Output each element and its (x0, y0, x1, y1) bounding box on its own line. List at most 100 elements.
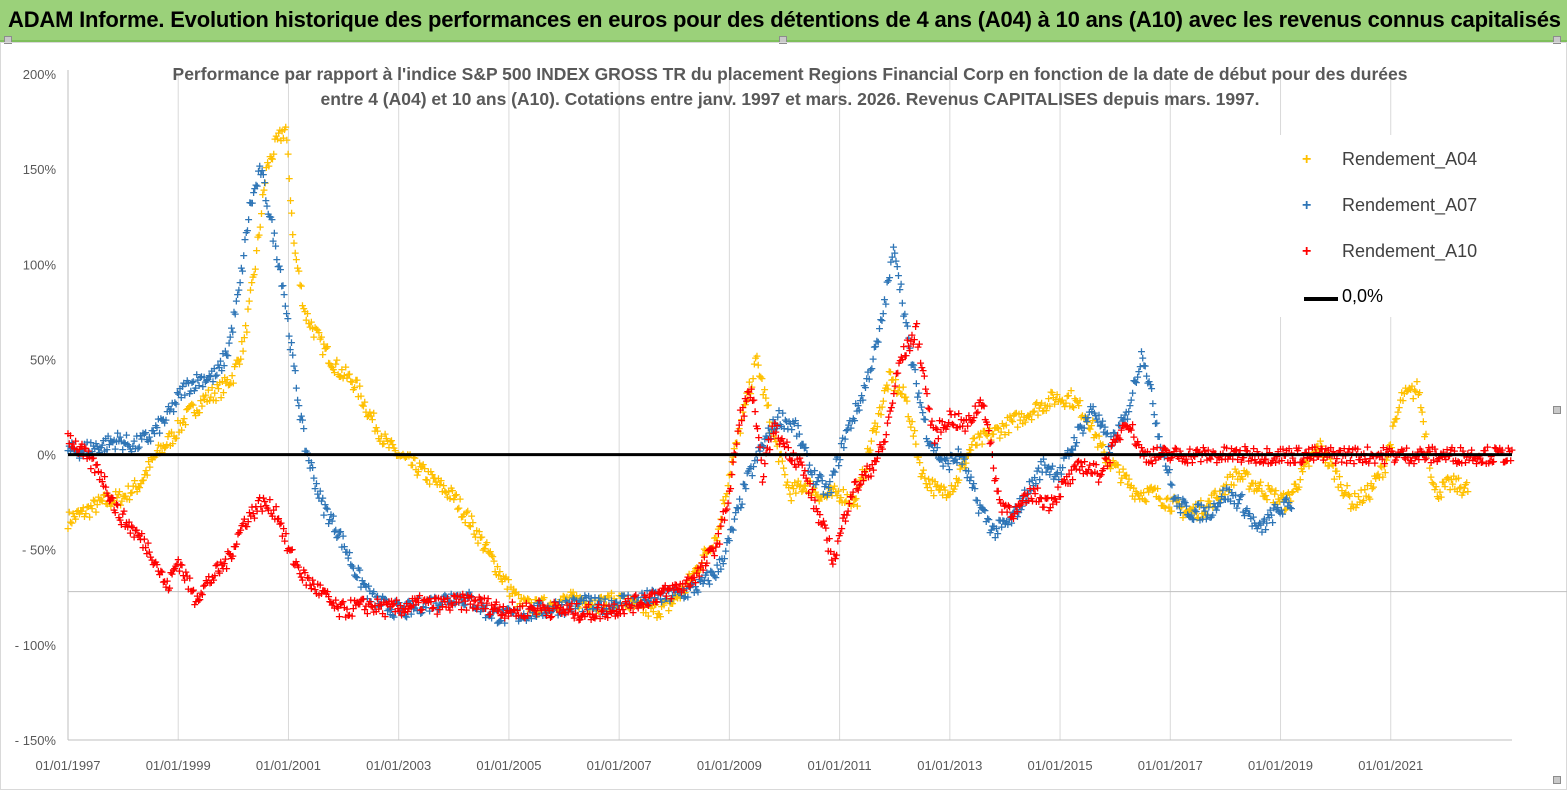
data-point: + (116, 430, 125, 443)
data-point: + (538, 593, 547, 606)
data-point: + (804, 474, 813, 487)
data-point: + (843, 488, 852, 501)
resize-handle-top-left[interactable] (4, 36, 12, 44)
data-point: + (375, 434, 384, 447)
data-point: + (576, 591, 585, 604)
data-point: + (68, 507, 77, 520)
data-point: + (396, 607, 405, 620)
data-point: + (356, 389, 365, 402)
data-point: + (1262, 493, 1271, 506)
data-point: + (1432, 480, 1441, 493)
data-point: + (404, 450, 413, 463)
resize-handle-top-right[interactable] (1553, 36, 1561, 44)
data-point: + (710, 532, 719, 545)
data-point: + (99, 488, 108, 501)
data-point: + (445, 492, 454, 505)
data-point: + (391, 444, 400, 457)
data-point: + (594, 605, 603, 618)
data-point: + (476, 531, 485, 544)
data-point: + (275, 259, 284, 272)
data-point: + (351, 570, 360, 583)
data-point: + (827, 486, 836, 499)
data-point: + (741, 398, 750, 411)
data-point: + (494, 615, 503, 628)
data-point: + (76, 504, 85, 517)
data-point: + (276, 134, 285, 147)
data-point: + (553, 609, 562, 622)
data-point: + (1236, 472, 1245, 485)
data-point: + (923, 481, 932, 494)
data-point: + (1013, 420, 1022, 433)
data-point: + (319, 337, 328, 350)
chart-title-line-2: entre 4 (A04) et 10 ans (A10). Cotations… (320, 89, 1260, 109)
data-point: + (294, 264, 303, 277)
data-point: + (381, 593, 390, 606)
data-point: + (194, 379, 203, 392)
data-point: + (1036, 398, 1045, 411)
data-point: + (976, 426, 985, 439)
data-point: + (1296, 473, 1305, 486)
data-point: + (280, 123, 289, 136)
data-point: + (910, 424, 919, 437)
data-point: + (773, 440, 782, 453)
data-point: + (727, 455, 736, 468)
data-point: + (216, 391, 225, 404)
data-point: + (146, 451, 155, 464)
data-point: + (981, 427, 990, 440)
legend-item-a07: + Rendement_A07 (1280, 195, 1512, 219)
data-point: + (820, 490, 829, 503)
data-point: + (568, 592, 577, 605)
data-point: + (1326, 452, 1335, 465)
data-point: + (873, 420, 882, 433)
data-point: + (1293, 483, 1302, 496)
data-point: + (1169, 490, 1178, 503)
report-title: ADAM Informe. Evolution historique des p… (8, 7, 1561, 32)
data-point: + (1002, 418, 1011, 431)
data-point: + (323, 340, 332, 353)
resize-handle-top-center[interactable] (779, 36, 787, 44)
data-point: + (616, 597, 625, 610)
data-point: + (136, 429, 145, 442)
data-point: + (1267, 482, 1276, 495)
data-point: + (186, 399, 195, 412)
data-point: + (261, 194, 270, 207)
data-point: + (629, 597, 638, 610)
data-point: + (1280, 503, 1289, 516)
data-point: + (948, 485, 957, 498)
data-point: + (1374, 467, 1383, 480)
data-point: + (413, 469, 422, 482)
data-point: + (928, 474, 937, 487)
data-point: + (1448, 477, 1457, 490)
data-point: + (1393, 405, 1402, 418)
data-point: + (138, 427, 147, 440)
data-point: + (750, 358, 759, 371)
data-point: + (1056, 395, 1065, 408)
data-point: + (811, 486, 820, 499)
data-point: + (1040, 399, 1049, 412)
data-point: + (1044, 392, 1053, 405)
data-point: + (1200, 506, 1209, 519)
data-point: + (104, 430, 113, 443)
data-point: + (312, 477, 321, 490)
data-point: + (853, 499, 862, 512)
resize-handle-middle-right[interactable] (1553, 406, 1561, 414)
data-point: + (892, 387, 901, 400)
data-point: + (353, 571, 362, 584)
data-point: + (481, 538, 490, 551)
data-point: + (395, 596, 404, 609)
data-point: + (1192, 512, 1201, 525)
data-point: + (480, 542, 489, 555)
data-point: + (1279, 487, 1288, 500)
data-point: + (1292, 482, 1301, 495)
data-point: + (409, 602, 418, 615)
data-point: + (265, 210, 274, 223)
data-point: + (1449, 470, 1458, 483)
resize-handle-bottom-right[interactable] (1553, 776, 1561, 784)
data-point: + (844, 497, 853, 510)
data-point: + (1086, 422, 1095, 435)
data-point: + (1376, 460, 1385, 473)
data-point: + (478, 543, 487, 556)
data-point: + (626, 592, 635, 605)
data-point: + (821, 489, 830, 502)
data-point: + (119, 436, 128, 449)
